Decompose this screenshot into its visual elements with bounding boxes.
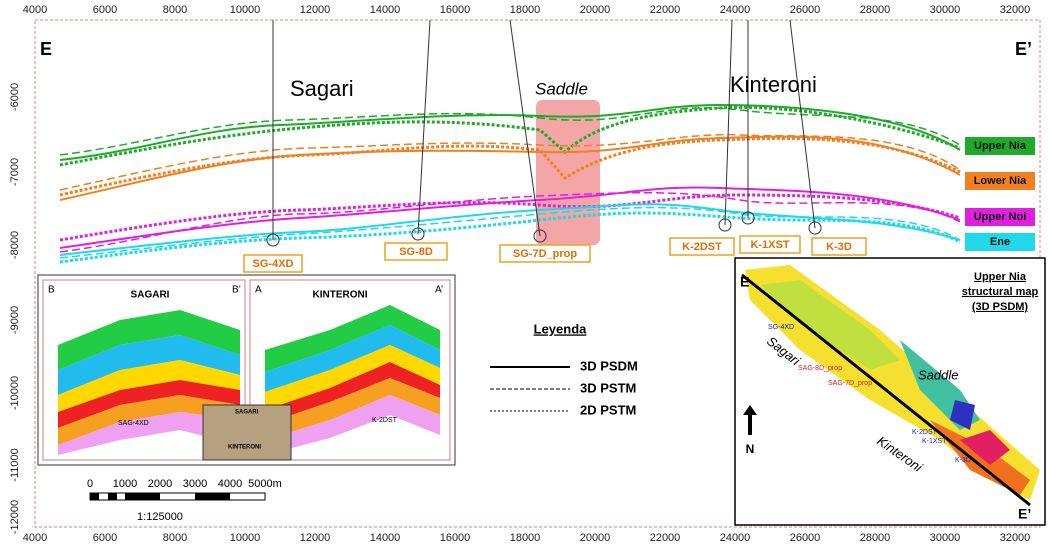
y-tick-label: -8000 xyxy=(9,231,21,259)
x-tick-label: 12000 xyxy=(300,532,331,544)
y-tick-label: -7000 xyxy=(9,158,21,186)
x-tick-label: 32000 xyxy=(1000,4,1031,16)
x-tick-label: 20000 xyxy=(580,4,611,16)
x-tick-label: 24000 xyxy=(720,4,751,16)
x-tick-label: 22000 xyxy=(650,532,681,544)
x-tick-label: 18000 xyxy=(510,532,541,544)
well-label: SG-8D xyxy=(399,246,433,258)
x-tick-label: 26000 xyxy=(790,4,821,16)
inset-label: B xyxy=(48,285,55,296)
horizon-label: Ene xyxy=(990,236,1010,248)
x-tick-label: 20000 xyxy=(580,532,611,544)
horizon-label: Lower Nia xyxy=(974,175,1027,187)
inset-3d-label: KINTERONI xyxy=(228,445,261,451)
map-label: E xyxy=(740,274,749,290)
y-tick-label: -10000 xyxy=(9,376,21,410)
x-tick-label: 4000 xyxy=(23,4,47,16)
scale-tick: 5000m xyxy=(248,478,282,490)
horizon-label: Upper Nia xyxy=(974,140,1027,152)
legend-title: Leyenda xyxy=(534,321,588,336)
section-start: E xyxy=(40,39,52,59)
inset-title: SAGARI xyxy=(131,290,170,301)
x-tick-label: 32000 xyxy=(1000,532,1031,544)
x-tick-label: 10000 xyxy=(230,532,261,544)
map-well: SAG-8D_prop xyxy=(798,365,842,372)
well-label: SG-7D_prop xyxy=(513,248,577,260)
map-title: structural map xyxy=(962,286,1039,298)
x-tick-label: 8000 xyxy=(163,4,187,16)
legend-item: 3D PSTM xyxy=(580,380,636,395)
map-well: SG-4XD xyxy=(768,324,794,331)
y-tick-label: -9000 xyxy=(9,306,21,334)
x-tick-label: 6000 xyxy=(93,4,117,16)
x-tick-label: 16000 xyxy=(440,532,471,544)
x-tick-label: 14000 xyxy=(370,4,401,16)
map-well: K-2DST xyxy=(912,429,938,436)
inset-sections: B B’ SAGARI A A’ KINTERONI SAG-4XD K-2DS… xyxy=(38,275,455,465)
inset-well: SAG-4XD xyxy=(118,420,149,427)
x-tick-label: 16000 xyxy=(440,4,471,16)
well-label: K-1XST xyxy=(750,239,789,251)
x-tick-label: 10000 xyxy=(230,4,261,16)
y-tick-label: -6000 xyxy=(9,83,21,111)
scale-tick: 2000 xyxy=(148,478,172,490)
x-tick-label: 30000 xyxy=(930,532,961,544)
x-tick-label: 22000 xyxy=(650,4,681,16)
x-tick-label: 18000 xyxy=(510,4,541,16)
well-label: K-3D xyxy=(826,241,852,253)
scale-tick: 3000 xyxy=(183,478,207,490)
x-tick-label: 8000 xyxy=(163,532,187,544)
well-label: K-2DST xyxy=(682,241,722,253)
field-label: Sagari xyxy=(290,76,354,101)
field-label: Kinteroni xyxy=(730,72,817,97)
inset-well: K-2DST xyxy=(372,417,398,424)
x-tick-label: 12000 xyxy=(300,4,331,16)
well-label: SG-4XD xyxy=(253,258,294,270)
map-title: Upper Nia xyxy=(974,271,1027,283)
x-tick-label: 4000 xyxy=(23,532,47,544)
north-arrow: N xyxy=(746,442,755,456)
horizon-label: Upper Noi xyxy=(974,211,1027,223)
map-well: K-1XST xyxy=(922,438,947,445)
figure: 4000400060006000800080001000010000120001… xyxy=(0,0,1051,548)
scale-tick: 4000 xyxy=(218,478,242,490)
x-tick-label: 6000 xyxy=(93,532,117,544)
x-tick-label: 28000 xyxy=(860,532,891,544)
legend-item: 2D PSTM xyxy=(580,402,636,417)
x-tick-label: 26000 xyxy=(790,532,821,544)
y-tick-label: -12000 xyxy=(9,500,21,534)
x-tick-label: 24000 xyxy=(720,532,751,544)
map-well: SAG-7D_prop xyxy=(828,380,872,387)
map-title: (3D PSDM) xyxy=(972,301,1029,313)
inset-label: B’ xyxy=(232,285,241,296)
y-tick-label: -11000 xyxy=(9,448,21,481)
scale-ratio: 1:125000 xyxy=(137,511,183,523)
scale-tick: 0 xyxy=(87,478,93,490)
section-end: E’ xyxy=(1015,39,1032,59)
x-tick-label: 30000 xyxy=(930,4,961,16)
saddle-zone xyxy=(536,100,600,245)
scale-tick: 1000 xyxy=(113,478,137,490)
inset-title: KINTERONI xyxy=(313,290,368,301)
x-tick-label: 14000 xyxy=(370,532,401,544)
inset-label: A xyxy=(255,285,262,296)
legend-item: 3D PSDM xyxy=(580,358,638,373)
x-tick-label: 28000 xyxy=(860,4,891,16)
map-label: E’ xyxy=(1018,506,1031,522)
map-well: K-3D xyxy=(955,457,971,464)
map-label: Saddle xyxy=(918,367,958,382)
field-label: Saddle xyxy=(535,79,588,98)
inset-3d-label: SAGARI xyxy=(235,410,259,416)
inset-label: A’ xyxy=(435,285,443,296)
structural-map: Upper Nia structural map (3D PSDM) N E E… xyxy=(735,258,1045,525)
